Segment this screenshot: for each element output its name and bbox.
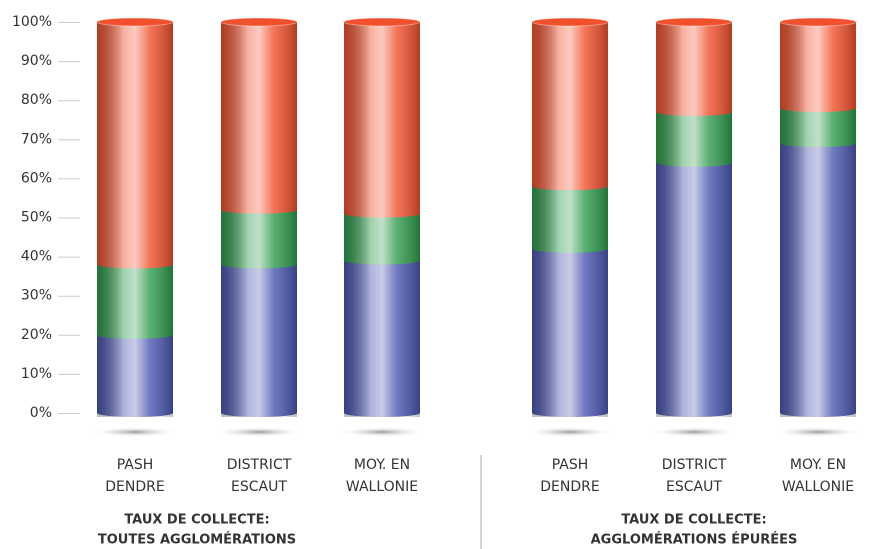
shine — [344, 22, 420, 417]
y-tick-label: 0% — [30, 405, 52, 421]
x-tick-label: ESCAUT — [231, 479, 287, 495]
y-tick-label: 20% — [21, 327, 52, 343]
y-tick-label: 70% — [21, 131, 52, 147]
y-tick-label: 100% — [12, 14, 52, 30]
y-tick-label: 40% — [21, 249, 52, 265]
x-tick-label: ESCAUT — [666, 479, 722, 495]
y-tick-label: 10% — [21, 366, 52, 382]
bar-top — [220, 17, 298, 27]
y-tick-label: 60% — [21, 170, 52, 186]
x-tick-label: MOY. EN — [354, 457, 410, 473]
x-tick-label: PASH — [117, 457, 154, 473]
x-tick-label: DISTRICT — [227, 457, 292, 473]
y-tick-label: 50% — [21, 210, 52, 226]
bar-top — [655, 17, 733, 27]
shine — [780, 22, 856, 417]
y-tick-label: 30% — [21, 288, 52, 304]
shadow — [215, 427, 303, 437]
group-label: TAUX DE COLLECTE: — [124, 513, 269, 528]
bar-top — [779, 17, 857, 27]
shine — [97, 22, 173, 417]
bar-top — [343, 17, 421, 27]
shadow — [91, 427, 179, 437]
x-tick-label: DENDRE — [105, 479, 164, 495]
y-tick-label: 90% — [21, 53, 52, 69]
shine — [532, 22, 608, 417]
x-tick-label: WALLONIE — [782, 479, 854, 495]
shine — [221, 22, 297, 417]
group-label: TOUTES AGGLOMÉRATIONS — [98, 532, 296, 548]
group-label: AGGLOMÉRATIONS ÉPURÉES — [591, 532, 798, 548]
shadow — [650, 427, 738, 437]
bar-top — [96, 17, 174, 27]
x-tick-label: DISTRICT — [662, 457, 727, 473]
x-tick-label: PASH — [552, 457, 589, 473]
shadow — [338, 427, 426, 437]
x-tick-label: WALLONIE — [346, 479, 418, 495]
bar-top — [531, 17, 609, 27]
x-tick-label: DENDRE — [540, 479, 599, 495]
shadow — [526, 427, 614, 437]
x-tick-label: MOY. EN — [790, 457, 846, 473]
group-label: TAUX DE COLLECTE: — [621, 513, 766, 528]
shadow — [774, 427, 862, 437]
shine — [656, 22, 732, 417]
y-tick-label: 80% — [21, 92, 52, 108]
